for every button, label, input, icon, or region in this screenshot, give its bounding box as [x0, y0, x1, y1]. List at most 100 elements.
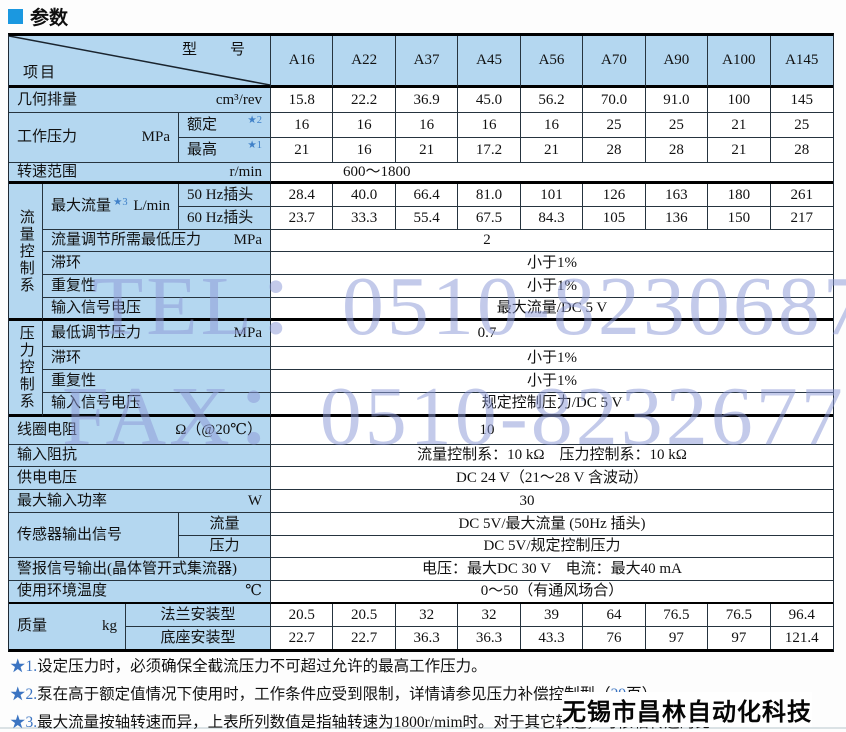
footnote-1: ★1.设定压力时，必须确保全截流压力不可超过允许的最高工作压力。 — [10, 658, 487, 675]
hz50-sublabel: 50 Hz插头 — [179, 184, 271, 207]
row-label: 转速范围 — [17, 163, 78, 180]
diagonal-line — [9, 36, 270, 85]
footnote-marker: ★2 — [247, 115, 262, 127]
footnote-marker: ★3 — [113, 196, 128, 208]
sensor-pressure-sublabel: 压力 — [179, 536, 271, 558]
hz50-value: 66.4 — [395, 184, 459, 207]
model-header: A45 — [458, 36, 521, 88]
displacement-value: 70.0 — [583, 88, 646, 113]
row-unit: MPa — [141, 129, 170, 146]
base-mount-sublabel: 底座安装型 — [126, 627, 271, 649]
max-pressure-value: 21 — [395, 138, 459, 163]
input-impedance-label: 输入阻抗 — [9, 445, 271, 467]
coil-resistance-label: 线圈电阻 Ω（@20℃） — [9, 417, 271, 445]
flow-repeatability-value: 小于1% — [271, 275, 833, 298]
min-adjust-pressure-value: 0.7 — [271, 321, 833, 347]
displacement-value: 100 — [708, 88, 771, 113]
sensor-pressure-value: DC 5V/规定控制压力 — [271, 536, 833, 558]
rated-value: 25 — [770, 113, 833, 138]
flange-mass-value: 32 — [395, 604, 459, 627]
rated-value: 16 — [395, 113, 459, 138]
footnote-2: ★2.泵在高于额定值情况下使用时，工作条件应受到限制，详情请参见压力补偿控制型（… — [10, 681, 842, 709]
row-unit: cm³/rev — [215, 91, 262, 108]
max-pressure-value: 28 — [645, 138, 709, 163]
hz50-value: 126 — [583, 184, 646, 207]
model-header: A90 — [645, 36, 709, 88]
hz60-value: 33.3 — [333, 207, 396, 230]
row-label: 几何排量 — [17, 91, 78, 108]
flange-mass-value: 76.5 — [708, 604, 771, 627]
max-pressure-value: 17.2 — [458, 138, 521, 163]
sub-label: 最高 — [187, 141, 218, 158]
flange-mass-value: 76.5 — [645, 604, 709, 627]
pressure-input-signal-label: 输入信号电压 — [43, 393, 271, 417]
base-mass-value: 22.7 — [333, 627, 396, 649]
flow-hysteresis-label: 滞环 — [43, 252, 271, 275]
hz60-value: 55.4 — [395, 207, 459, 230]
rated-value: 25 — [583, 113, 646, 138]
pressure-hysteresis-value: 小于1% — [271, 347, 833, 370]
hz50-value: 81.0 — [458, 184, 521, 207]
rated-value: 25 — [645, 113, 709, 138]
flange-mass-value: 20.5 — [271, 604, 334, 627]
base-mass-value: 97 — [645, 627, 709, 649]
rated-sublabel-cell: 额定 ★2 — [179, 113, 271, 138]
footnote-marker: ★1 — [247, 140, 262, 152]
displacement-value: 56.2 — [520, 88, 584, 113]
hz60-value: 217 — [770, 207, 833, 230]
min-flow-pressure-label: 流量调节所需最低压力 MPa — [43, 230, 271, 252]
hz50-value: 28.4 — [271, 184, 334, 207]
hz50-value: 163 — [645, 184, 709, 207]
flow-input-signal-value: 最大流量/DC 5 V — [271, 298, 833, 321]
model-header-label: 型 号 — [181, 42, 254, 58]
mass-label-cell: 质量 kg — [9, 604, 126, 649]
base-mass-value: 121.4 — [770, 627, 833, 649]
displacement-value: 15.8 — [271, 88, 334, 113]
max-input-power-label: 最大输入功率 W — [9, 490, 271, 513]
displacement-value: 36.9 — [395, 88, 459, 113]
displacement-label-cell: 几何排量 cm³/rev — [9, 88, 271, 113]
pressure-repeatability-value: 小于1% — [271, 370, 833, 393]
model-header: A70 — [583, 36, 646, 88]
max-flow-label-cell: 最大流量 ★3 L/min — [43, 184, 179, 230]
sensor-flow-value: DC 5V/最大流量 (50Hz 插头) — [271, 513, 833, 536]
displacement-value: 22.2 — [333, 88, 396, 113]
hz60-value: 136 — [645, 207, 709, 230]
model-header: A100 — [708, 36, 771, 88]
base-mass-value: 43.3 — [520, 627, 584, 649]
max-sublabel-cell: 最高 ★1 — [179, 138, 271, 163]
page-bottom-line — [0, 727, 846, 729]
max-pressure-value: 16 — [333, 138, 396, 163]
speed-range-value: 600～1800 — [271, 163, 833, 184]
rated-value: 16 — [458, 113, 521, 138]
pressure-control-group-label: 压力控制系 — [9, 321, 43, 417]
flow-repeatability-label: 重复性 — [43, 275, 271, 298]
alarm-output-value: 电压：最大DC 30 V 电流：最大40 mA — [271, 558, 833, 581]
hz60-value: 105 — [583, 207, 646, 230]
row-unit: L/min — [133, 198, 170, 215]
supply-voltage-value: DC 24 V（21～28 V 含波动） — [271, 467, 833, 490]
hz50-value: 261 — [770, 184, 833, 207]
coil-resistance-value: 10 — [271, 417, 833, 445]
alarm-output-label: 警报信号输出(晶体管开式集流器) — [9, 558, 271, 581]
flange-mass-value: 20.5 — [333, 604, 396, 627]
page-title-text: 参数 — [30, 7, 69, 29]
hz50-value: 40.0 — [333, 184, 396, 207]
flange-mass-value: 96.4 — [770, 604, 833, 627]
hz60-value: 67.5 — [458, 207, 521, 230]
rated-value: 21 — [708, 113, 771, 138]
min-adjust-pressure-label: 最低调节压力 MPa — [43, 321, 271, 347]
flow-hysteresis-value: 小于1% — [271, 252, 833, 275]
flange-mass-value: 39 — [520, 604, 584, 627]
max-input-power-value: 30 — [271, 490, 833, 513]
max-pressure-value: 21 — [708, 138, 771, 163]
model-header: A22 — [333, 36, 396, 88]
ambient-temp-label: 使用环境温度 ℃ — [9, 581, 271, 604]
footnote-3: ★3.最大流量按轴转速而异，上表所列数值是指轴转速为1800r/mim时。对于其… — [10, 714, 711, 731]
footnotes: ★1.设定压力时，必须确保全截流压力不可超过允许的最高工作压力。 ★2.泵在高于… — [10, 653, 842, 732]
sub-label: 额定 — [187, 116, 218, 133]
hz60-value: 150 — [708, 207, 771, 230]
rated-value: 16 — [520, 113, 584, 138]
working-pressure-label-cell: 工作压力 MPa — [9, 113, 179, 163]
